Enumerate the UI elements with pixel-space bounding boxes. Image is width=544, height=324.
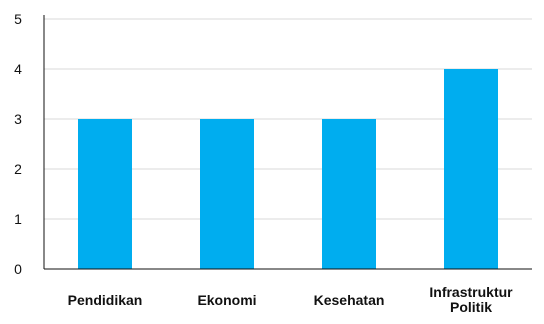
y-tick-label: 2: [14, 161, 22, 177]
y-axis-ticks: 0 1 2 3 4 5: [14, 11, 22, 277]
x-category-label: Ekonomi: [197, 292, 256, 308]
y-tick-label: 1: [14, 211, 22, 227]
bar: [322, 119, 376, 269]
bar: [78, 119, 132, 269]
bars: [78, 69, 498, 269]
bar: [444, 69, 498, 269]
y-tick-label: 4: [14, 61, 22, 77]
x-category-label: Infrastruktur Politik: [429, 284, 513, 315]
x-axis-categories: Pendidikan Ekonomi Kesehatan Infrastruktur P…: [68, 284, 514, 315]
x-category-label: Kesehatan: [314, 292, 385, 308]
y-tick-label: 3: [14, 111, 22, 127]
y-tick-label: 5: [14, 11, 22, 27]
x-category-label: Pendidikan: [68, 292, 143, 308]
y-tick-label: 0: [14, 261, 22, 277]
bar: [200, 119, 254, 269]
